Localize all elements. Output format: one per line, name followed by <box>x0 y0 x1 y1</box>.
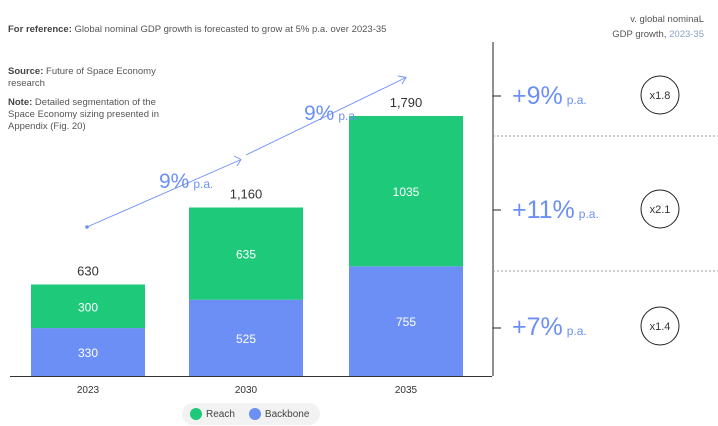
multiple-circle <box>640 189 680 229</box>
backbone-value-label: 755 <box>396 315 416 329</box>
segment-multiple: x2.1 <box>650 204 671 216</box>
reach-bar-2030 <box>189 207 303 300</box>
segment-growth-rate: +9% p.a. <box>512 82 587 110</box>
backbone-legend-label: Backbone <box>264 408 310 420</box>
backbone-bar-2023 <box>31 328 145 376</box>
backbone-bar-2035 <box>349 266 463 376</box>
reach-bar-2035 <box>349 115 463 267</box>
segment-multiple: x1.4 <box>650 321 671 333</box>
reference-text: Global nominal GDP growth is forecasted … <box>74 24 387 35</box>
backbone-bar-2030 <box>189 299 303 376</box>
total-value-label: 630 <box>77 263 99 278</box>
source-text: Future of Space Economy research <box>8 66 156 89</box>
trend-line-2 <box>245 77 406 156</box>
total-value-label: 1,790 <box>390 95 423 110</box>
chart-legend: Reach Backbone <box>182 403 320 425</box>
space-economy-bar-chart: 330 300 630 2023 525 635 1,160 2030 755 1035 1,790… <box>10 42 718 396</box>
reach-value-label: 635 <box>236 248 256 262</box>
reach-bar-2023 <box>31 284 145 329</box>
backbone-value-label: 525 <box>236 332 256 346</box>
reach-legend-swatch <box>190 408 202 420</box>
x-tick-label: 2030 <box>235 385 258 396</box>
multiple-circle <box>640 306 680 346</box>
comparison-note: v. global nominaL GDP growth, 2023-35 <box>612 12 704 42</box>
x-tick-label: 2023 <box>77 385 100 396</box>
methodology-note: Note: Detailed segmentation of the Space… <box>8 97 168 133</box>
segment-growth-rate: +7% p.a. <box>512 313 587 341</box>
note-text: Detailed segmentation of the Space Econo… <box>8 97 160 132</box>
trend-line-1 <box>86 159 241 228</box>
comparison-period: 2023-35 <box>669 29 704 40</box>
reach-value-label: 1035 <box>393 185 420 199</box>
growth-rate-label: 9% p.a. <box>159 170 213 193</box>
trend-arrowhead-1 <box>233 155 242 167</box>
reference-note: For reference: Global nominal GDP growth… <box>8 24 386 35</box>
segment-multiple: x1.8 <box>650 90 671 102</box>
backbone-value-label: 330 <box>78 346 98 360</box>
comparison-line2: GDP growth, <box>612 29 667 40</box>
source-label: Source: <box>8 66 44 77</box>
comparison-line1: v. global nominaL <box>630 14 704 25</box>
trend-arrowhead-2 <box>397 75 407 85</box>
total-value-label: 1,160 <box>230 186 263 201</box>
segment-growth-rate: +11% p.a. <box>512 196 599 224</box>
reach-legend-label: Reach <box>206 408 235 420</box>
reach-value-label: 300 <box>78 300 98 314</box>
reference-label: For reference: <box>8 24 72 35</box>
note-label: Note: <box>8 97 33 108</box>
growth-rate-label: 9% p.a. <box>304 102 358 125</box>
source-note: Source: Future of Space Economy research <box>8 66 168 90</box>
x-tick-label: 2035 <box>395 385 418 396</box>
multiple-circle <box>640 75 680 115</box>
backbone-legend-swatch <box>248 408 261 420</box>
